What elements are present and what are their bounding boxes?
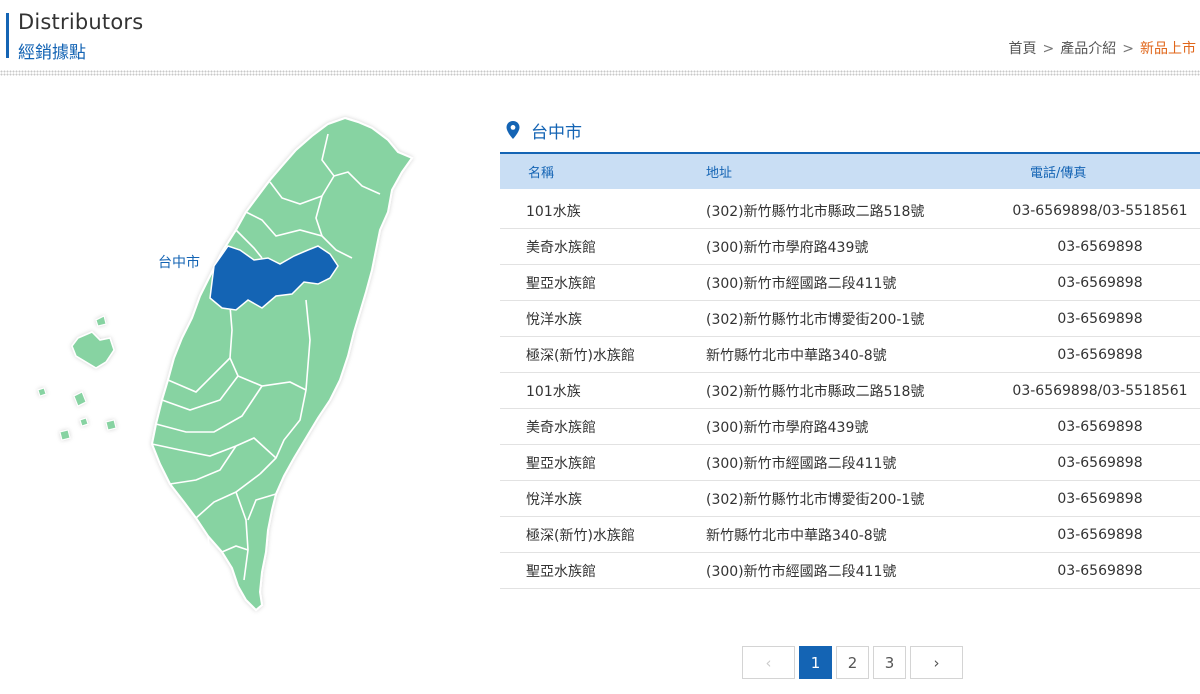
distributor-table: 名稱 地址 電話/傳真 101水族 (302)新竹縣竹北市縣政二路518號 03-6…: [500, 152, 1200, 589]
table-row: 101水族 (302)新竹縣竹北市縣政二路518號 03-6569898/03-55…: [500, 373, 1200, 409]
region-name: 台中市: [531, 122, 582, 143]
breadcrumb-item-products[interactable]: 產品介紹: [1060, 41, 1117, 57]
title-accent-bar: [6, 13, 9, 58]
cell-address: (302)新竹縣竹北市縣政二路518號: [706, 383, 925, 400]
map-label-selected-region: 台中市: [158, 255, 200, 271]
map-pin-icon: [506, 121, 520, 139]
taiwan-map-svg: [37, 116, 414, 612]
cell-address: (302)新竹縣竹北市博愛街200-1號: [706, 491, 925, 508]
cell-name: 美奇水族館: [526, 239, 596, 256]
table-row: 悅洋水族 (302)新竹縣竹北市博愛街200-1號 03-6569898: [500, 301, 1200, 337]
cell-name: 悅洋水族: [526, 491, 582, 508]
cell-phone: 03-6569898: [1057, 562, 1143, 579]
cell-address: (300)新竹市經國路二段411號: [706, 275, 897, 292]
cell-phone: 03-6569898: [1057, 454, 1143, 471]
taiwan-map: 台中市: [0, 100, 480, 630]
breadcrumb: 首頁 > 產品介紹 > 新品上市: [1009, 38, 1196, 58]
page-title-en: Distributors: [18, 10, 144, 34]
column-header-address: 地址: [706, 166, 733, 181]
cell-address: 新竹縣竹北市中華路340-8號: [706, 527, 887, 544]
pagination-next-button[interactable]: ›: [910, 646, 963, 679]
table-header: 名稱 地址 電話/傳真: [500, 152, 1200, 189]
table-row: 聖亞水族館 (300)新竹市經國路二段411號 03-6569898: [500, 553, 1200, 589]
cell-name: 極深(新竹)水族館: [526, 347, 635, 364]
cell-name: 聖亞水族館: [526, 563, 596, 580]
table-row: 101水族 (302)新竹縣竹北市縣政二路518號 03-6569898/03-55…: [500, 193, 1200, 229]
header-divider: [0, 70, 1200, 76]
cell-address: (300)新竹市經國路二段411號: [706, 563, 897, 580]
cell-phone: 03-6569898: [1057, 490, 1143, 507]
cell-phone: 03-6569898: [1057, 238, 1143, 255]
cell-phone: 03-6569898: [1057, 418, 1143, 435]
cell-address: (302)新竹縣竹北市博愛街200-1號: [706, 311, 925, 328]
cell-name: 美奇水族館: [526, 419, 596, 436]
map-islet: [105, 419, 117, 431]
cell-phone: 03-6569898/03-5518561: [1012, 382, 1188, 399]
pagination-page-1[interactable]: 1: [799, 646, 832, 679]
table-row: 美奇水族館 (300)新竹市學府路439號 03-6569898: [500, 409, 1200, 445]
breadcrumb-separator: >: [1042, 41, 1055, 57]
cell-phone: 03-6569898/03-5518561: [1012, 202, 1188, 219]
map-islet: [37, 387, 47, 397]
cell-phone: 03-6569898: [1057, 310, 1143, 327]
cell-phone: 03-6569898: [1057, 526, 1143, 543]
table-row: 美奇水族館 (300)新竹市學府路439號 03-6569898: [500, 229, 1200, 265]
region-heading: 台中市: [505, 118, 582, 143]
pagination: ‹ 1 2 3 ›: [742, 646, 967, 679]
column-header-name: 名稱: [528, 166, 555, 181]
breadcrumb-separator: >: [1122, 41, 1134, 57]
map-islet: [73, 391, 87, 407]
table-body: 101水族 (302)新竹縣竹北市縣政二路518號 03-6569898/03-55…: [500, 189, 1200, 589]
map-county-borders: [151, 133, 381, 601]
cell-name: 極深(新竹)水族館: [526, 527, 635, 544]
cell-address: (300)新竹市學府路439號: [706, 239, 869, 256]
table-row: 聖亞水族館 (300)新竹市經國路二段411號 03-6569898: [500, 445, 1200, 481]
map-island-penghu: [71, 331, 115, 369]
page-title-zh: 經銷據點: [18, 43, 86, 63]
map-island-taiwan: [150, 116, 414, 612]
cell-phone: 03-6569898: [1057, 274, 1143, 291]
column-header-phone: 電話/傳真: [1030, 166, 1087, 181]
cell-name: 聖亞水族館: [526, 455, 596, 472]
table-row: 極深(新竹)水族館 新竹縣竹北市中華路340-8號 03-6569898: [500, 517, 1200, 553]
cell-name: 聖亞水族館: [526, 275, 596, 292]
cell-name: 悅洋水族: [526, 311, 582, 328]
cell-address: (300)新竹市學府路439號: [706, 419, 869, 436]
map-islet: [59, 429, 71, 441]
cell-phone: 03-6569898: [1057, 346, 1143, 363]
breadcrumb-item-current[interactable]: 新品上市: [1140, 41, 1196, 57]
cell-name: 101水族: [526, 383, 581, 400]
map-region-taichung[interactable]: [209, 245, 339, 311]
pagination-prev-button[interactable]: ‹: [742, 646, 795, 679]
cell-address: (300)新竹市經國路二段411號: [706, 455, 897, 472]
breadcrumb-item-home[interactable]: 首頁: [1008, 41, 1037, 57]
page-header: Distributors 經銷據點 首頁 > 產品介紹 > 新品上市: [0, 0, 1200, 76]
pagination-page-3[interactable]: 3: [873, 646, 906, 679]
cell-name: 101水族: [526, 203, 581, 220]
table-row: 聖亞水族館 (300)新竹市經國路二段411號 03-6569898: [500, 265, 1200, 301]
table-row: 悅洋水族 (302)新竹縣竹北市博愛街200-1號 03-6569898: [500, 481, 1200, 517]
map-islet: [95, 315, 107, 327]
cell-address: 新竹縣竹北市中華路340-8號: [706, 347, 887, 364]
map-islet: [79, 417, 89, 427]
cell-address: (302)新竹縣竹北市縣政二路518號: [706, 203, 925, 220]
pagination-page-2[interactable]: 2: [836, 646, 869, 679]
table-row: 極深(新竹)水族館 新竹縣竹北市中華路340-8號 03-6569898: [500, 337, 1200, 373]
